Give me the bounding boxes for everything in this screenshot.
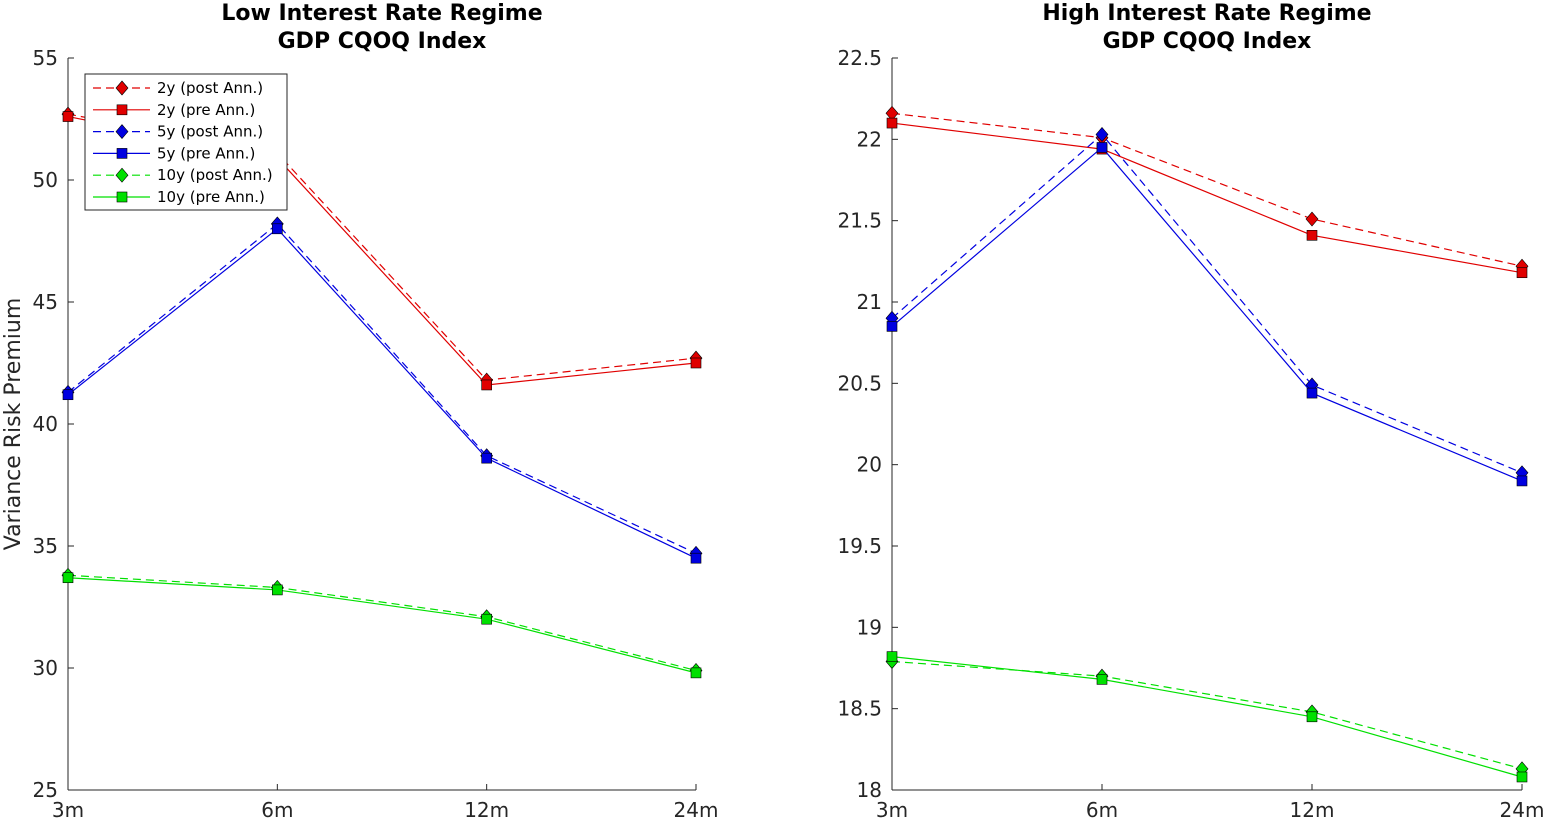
legend-entry-label: 5y (pre Ann.) [157,144,255,162]
series-6 [886,651,1528,783]
series-5 [61,567,703,678]
chart-title-line-2: GDP CQOQ Index [1103,29,1312,54]
series-1 [885,105,1529,274]
y-tick-label: 55 [33,46,58,70]
y-tick-label: 50 [33,168,58,192]
y-tick-label: 18.5 [837,697,882,721]
series-4 [886,142,1528,487]
data-point [1516,267,1528,279]
x-tick-label: 6m [261,798,293,822]
data-point [1096,142,1108,153]
data-point [1516,475,1528,487]
x-tick-label: 12m [1290,798,1335,822]
y-tick-label: 22 [857,127,882,151]
chart-title-line-1: Low Interest Rate Regime [221,1,542,26]
legend-box [84,73,288,211]
series-line [891,112,1523,267]
data-point [1305,211,1319,227]
y-tick-label: 40 [33,412,58,436]
legend-entry-label: 10y (pre Ann.) [157,188,265,206]
data-point [886,321,898,332]
data-point [62,389,74,401]
series-3 [61,216,703,561]
y-tick-label: 35 [33,534,58,558]
data-point [481,613,492,625]
series-line [891,660,1523,770]
series-line [891,146,1523,482]
data-point [690,552,702,564]
data-point [1306,711,1318,723]
legend-marker [116,104,128,116]
series-line [67,577,697,674]
data-point [690,667,702,679]
data-point [1096,674,1108,685]
data-point [1306,387,1318,399]
data-point [1516,771,1528,783]
x-tick-label: 24m [674,798,719,822]
data-point [886,117,898,129]
legend-marker [116,191,128,203]
data-point [62,111,74,122]
series-line [67,223,697,554]
y-tick-label: 21.5 [837,209,882,233]
data-point [1095,126,1109,142]
y-tick-label: 20 [857,453,882,477]
legend-entry-label: 2y (pre Ann.) [157,101,255,119]
series-6 [62,572,702,679]
series-4 [62,223,702,564]
x-tick-label: 3m [52,798,84,822]
series-line [891,656,1523,778]
chart-title-line-2: GDP CQOQ Index [278,29,487,54]
legend-entry-label: 5y (post Ann.) [157,123,263,141]
series-3 [885,126,1529,481]
data-point [886,651,898,662]
series-line [891,122,1523,274]
y-tick-label: 19.5 [837,534,882,558]
x-tick-label: 24m [1500,798,1545,822]
series-line [67,574,697,672]
chart-panel-1: Low Interest Rate Regime GDP CQOQ Index 25… [1,1,718,822]
legend-entry-label: 2y (post Ann.) [157,79,263,97]
legend: 2y (post Ann.) 2y (pre Ann.) 5y (post Ann.… [84,73,288,211]
y-tick-label: 21 [857,290,882,314]
legend-marker [115,80,129,96]
data-point [481,452,492,464]
y-axis-label: Variance Risk Premium [1,298,26,551]
data-point [1306,230,1318,241]
series-5 [885,654,1529,777]
y-tick-label: 19 [857,615,882,639]
legend-marker [116,148,128,159]
series-2 [886,117,1528,279]
series-line [891,133,1523,474]
chart-title-line-1: High Interest Rate Regime [1042,1,1371,26]
data-point [690,357,702,369]
legend-entry-label: 10y (post Ann.) [157,166,273,184]
series-line [67,227,697,559]
x-tick-label: 6m [1086,798,1118,822]
legend-marker [115,124,129,140]
data-point [481,379,492,391]
y-tick-label: 22.5 [837,46,882,70]
data-point [272,584,283,596]
data-point [272,223,283,235]
y-tick-label: 20.5 [837,371,882,395]
y-tick-label: 18 [857,778,882,802]
y-tick-label: 25 [33,778,58,802]
chart-panel-2: High Interest Rate Regime GDP CQOQ Index 1… [837,1,1544,822]
legend-marker [115,167,129,183]
x-tick-label: 12m [464,798,509,822]
data-point [62,572,74,584]
y-tick-label: 30 [33,656,58,680]
y-tick-label: 45 [33,290,58,314]
x-tick-label: 3m [876,798,908,822]
